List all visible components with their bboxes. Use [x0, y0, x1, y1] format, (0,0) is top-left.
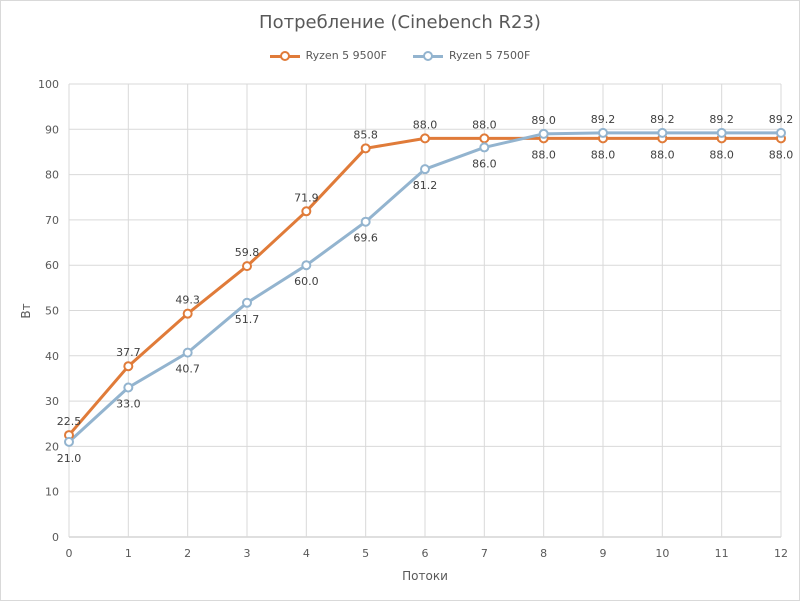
y-axis-ticks: 0 10 20 30 40 50 60 70 80 90 100 [38, 78, 59, 544]
data-point-series-2 [420, 164, 430, 175]
data-label-series-2: 89.2 [650, 113, 675, 126]
data-label-series-2: 40.7 [175, 363, 200, 376]
x-tick-label: 0 [66, 547, 73, 560]
y-tick-label: 40 [45, 350, 59, 363]
y-axis-label: Вт [19, 303, 33, 318]
data-label-series-1: 37.7 [116, 346, 141, 359]
y-tick-label: 10 [45, 486, 59, 499]
data-point-series-2 [301, 260, 312, 271]
x-tick-label: 4 [303, 547, 310, 560]
data-label-series-2: 69.6 [353, 232, 378, 245]
y-tick-label: 100 [38, 78, 59, 91]
data-label-series-2: 33.0 [116, 398, 141, 411]
legend-item-series-1: Ryzen 5 9500F [269, 49, 387, 62]
data-label-series-1: 88.0 [591, 148, 616, 161]
data-point-series-2 [479, 142, 490, 153]
data-label-series-2: 86.0 [472, 157, 497, 170]
data-label-series-2: 81.2 [413, 179, 438, 192]
series-lines [64, 127, 786, 447]
data-label-series-2: 89.2 [769, 113, 794, 126]
data-point-series-1 [182, 308, 193, 319]
data-label-series-1: 71.9 [294, 191, 319, 204]
y-tick-label: 30 [45, 395, 59, 408]
y-tick-label: 0 [52, 531, 59, 544]
data-label-series-2: 89.2 [591, 113, 616, 126]
x-axis-ticks: 0 1 2 3 4 5 6 7 8 9 10 11 12 [66, 547, 789, 560]
data-point-series-1 [242, 261, 252, 272]
data-label-series-1: 85.8 [353, 128, 378, 141]
x-tick-label: 9 [600, 547, 607, 560]
data-point-series-1 [360, 143, 371, 154]
data-point-series-1 [479, 133, 490, 144]
data-label-series-1: 88.0 [769, 148, 794, 161]
data-point-series-2 [598, 127, 608, 138]
data-label-series-2: 21.0 [57, 452, 82, 465]
y-tick-label: 90 [45, 123, 59, 136]
x-tick-label: 6 [422, 547, 429, 560]
data-point-series-2 [242, 297, 252, 308]
data-label-series-1: 88.0 [531, 148, 556, 161]
data-point-series-1 [420, 133, 430, 144]
data-label-series-1: 88.0 [650, 148, 675, 161]
data-point-series-2 [360, 216, 371, 227]
data-point-series-1 [123, 361, 134, 372]
x-tick-label: 5 [362, 547, 369, 560]
data-label-series-2: 89.0 [531, 114, 556, 127]
x-axis-label: Потоки [402, 569, 448, 583]
x-tick-label: 1 [125, 547, 132, 560]
y-tick-label: 50 [45, 305, 59, 318]
legend-label-series-1: Ryzen 5 9500F [305, 49, 387, 62]
data-label-series-1: 88.0 [472, 118, 497, 131]
y-tick-label: 70 [45, 214, 59, 227]
data-label-series-1: 88.0 [709, 148, 734, 161]
legend-item-series-2: Ryzen 5 7500F [413, 49, 530, 62]
x-tick-label: 3 [244, 547, 251, 560]
legend-swatch-series-2 [413, 50, 443, 61]
chart-legend: Ryzen 5 9500F Ryzen 5 7500F [0, 49, 800, 62]
data-labels: 22.5 37.7 49.3 59.8 71.9 85.8 88.0 88.0 88.0 88.0… [57, 113, 794, 465]
data-label-series-1: 88.0 [413, 118, 438, 131]
data-label-series-2: 60.0 [294, 275, 319, 288]
y-tick-label: 60 [45, 259, 59, 272]
data-label-series-2: 89.2 [709, 113, 734, 126]
x-tick-label: 2 [184, 547, 191, 560]
legend-swatch-series-1 [269, 50, 300, 61]
data-point-series-2 [538, 128, 549, 139]
data-point-series-2 [64, 436, 74, 447]
x-tick-label: 7 [481, 547, 488, 560]
x-tick-label: 10 [655, 547, 669, 560]
legend-label-series-2: Ryzen 5 7500F [449, 49, 531, 62]
data-point-series-2 [657, 127, 668, 138]
data-point-series-2 [182, 347, 193, 358]
data-point-series-1 [301, 206, 312, 217]
data-label-series-1: 22.5 [57, 415, 82, 428]
chart-title: Потребление (Cinebench R23) [259, 12, 541, 33]
y-tick-label: 80 [45, 169, 59, 182]
data-point-series-2 [123, 382, 134, 393]
x-tick-label: 11 [715, 547, 729, 560]
data-label-series-1: 59.8 [235, 246, 260, 259]
data-point-series-2 [716, 127, 727, 138]
x-tick-label: 12 [774, 547, 788, 560]
x-tick-label: 8 [540, 547, 547, 560]
data-label-series-1: 49.3 [175, 294, 200, 307]
data-point-series-2 [776, 127, 786, 138]
data-label-series-2: 51.7 [235, 313, 260, 326]
y-tick-label: 20 [45, 440, 59, 453]
